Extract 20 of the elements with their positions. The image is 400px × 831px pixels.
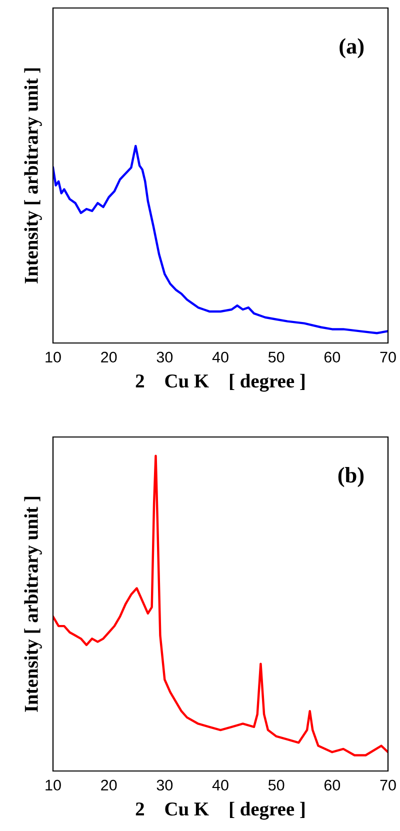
x-tick-label: 30 <box>156 780 173 791</box>
x-tick-label: 40 <box>212 352 228 363</box>
x-tick-label: 50 <box>268 780 284 791</box>
x-tick-label: 50 <box>268 352 284 363</box>
x-tick-label: 60 <box>324 352 340 363</box>
x-tick-label: 20 <box>101 352 117 363</box>
x-tick-label: 10 <box>46 780 61 791</box>
x-axis-title: 2 Cu K [ degree ] <box>136 374 304 392</box>
x-tick-label: 10 <box>46 352 61 363</box>
x-tick-label: 40 <box>212 780 228 791</box>
x-tick-label: 20 <box>101 780 117 791</box>
x-tick-label: 70 <box>380 780 396 791</box>
x-tick-label: 60 <box>324 780 340 791</box>
x-tick-label: 30 <box>156 352 173 363</box>
x-axis-title: 2 Cu K [ degree ] <box>136 802 304 820</box>
text: (a) <box>340 38 364 58</box>
y-axis-title: Intensity [ arbitrary unit ] <box>24 496 42 712</box>
x-tick-label: 70 <box>380 352 396 363</box>
annotation: (b) <box>338 467 364 488</box>
y-axis-title: Intensity [ arbitrary unit ] <box>24 68 42 284</box>
